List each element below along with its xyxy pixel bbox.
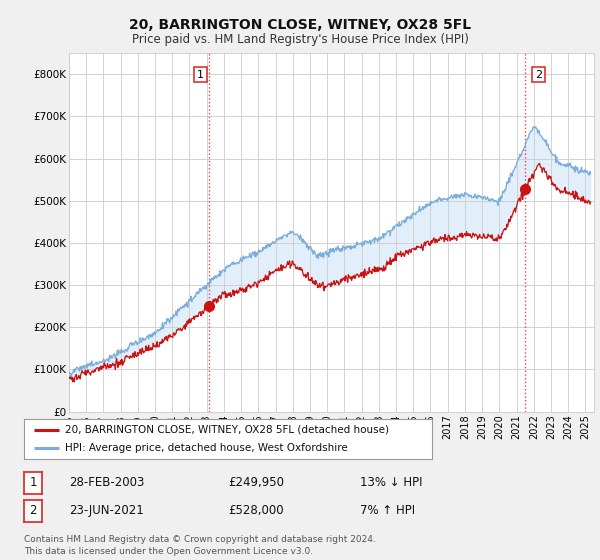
Text: 1: 1 xyxy=(29,476,37,489)
Text: 20, BARRINGTON CLOSE, WITNEY, OX28 5FL: 20, BARRINGTON CLOSE, WITNEY, OX28 5FL xyxy=(129,18,471,32)
Text: 7% ↑ HPI: 7% ↑ HPI xyxy=(360,504,415,517)
Text: 2: 2 xyxy=(29,504,37,517)
Text: Contains HM Land Registry data © Crown copyright and database right 2024.
This d: Contains HM Land Registry data © Crown c… xyxy=(24,535,376,556)
Text: 28-FEB-2003: 28-FEB-2003 xyxy=(69,476,145,489)
Text: 13% ↓ HPI: 13% ↓ HPI xyxy=(360,476,422,489)
Text: Price paid vs. HM Land Registry's House Price Index (HPI): Price paid vs. HM Land Registry's House … xyxy=(131,32,469,46)
Text: £249,950: £249,950 xyxy=(228,476,284,489)
Text: £528,000: £528,000 xyxy=(228,504,284,517)
Text: 20, BARRINGTON CLOSE, WITNEY, OX28 5FL (detached house): 20, BARRINGTON CLOSE, WITNEY, OX28 5FL (… xyxy=(65,425,389,435)
Text: 2: 2 xyxy=(535,69,542,80)
Text: HPI: Average price, detached house, West Oxfordshire: HPI: Average price, detached house, West… xyxy=(65,444,347,453)
Text: 1: 1 xyxy=(197,69,204,80)
Text: 23-JUN-2021: 23-JUN-2021 xyxy=(69,504,144,517)
